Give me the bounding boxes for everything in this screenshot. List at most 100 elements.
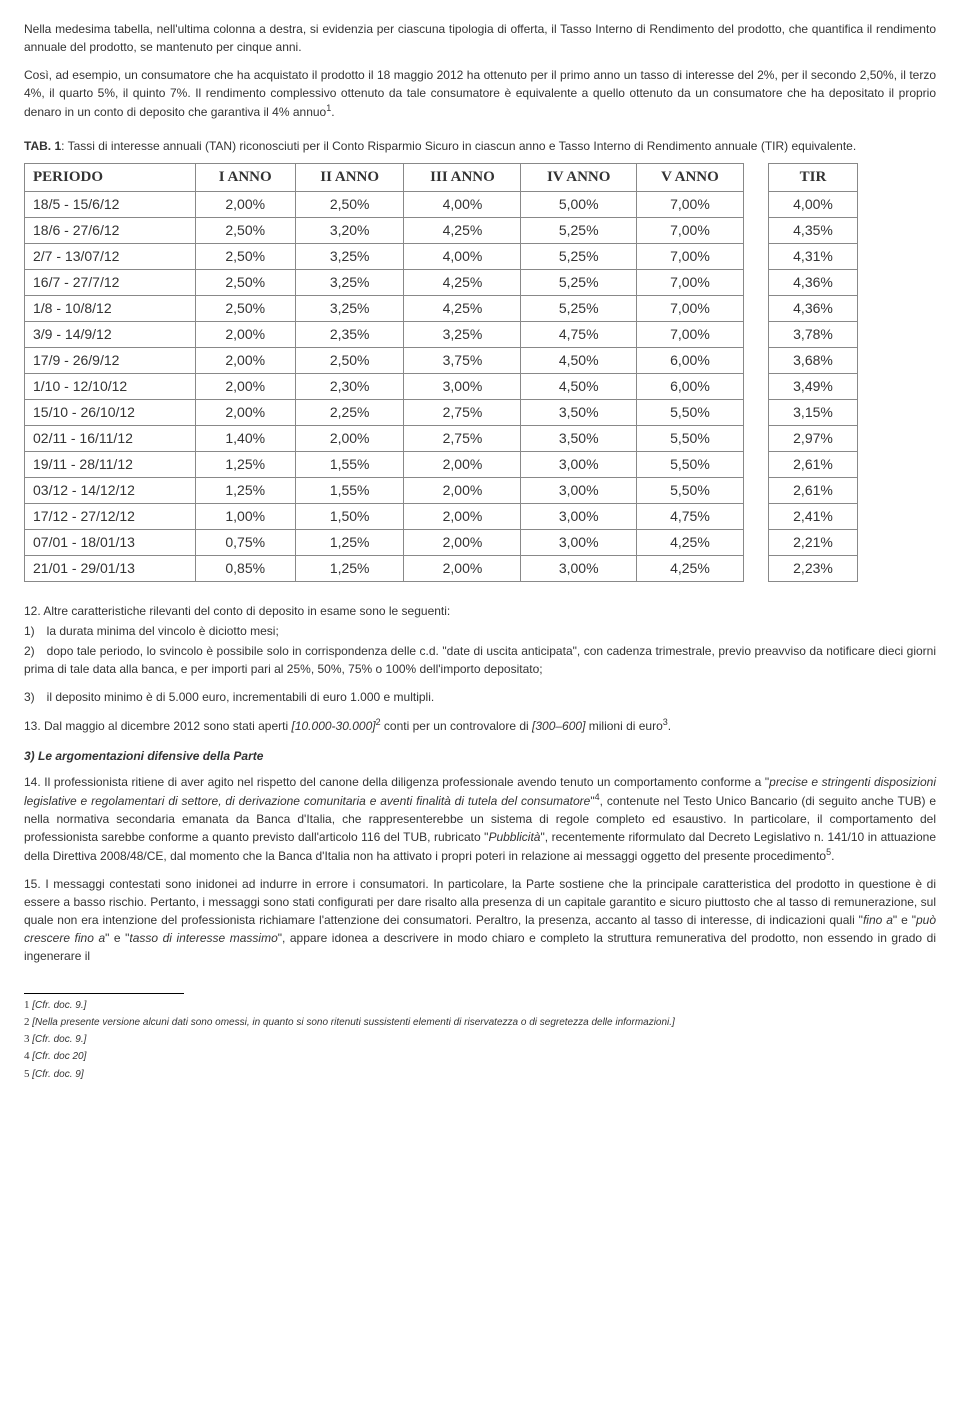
table-cell: 2,50% xyxy=(195,269,295,295)
table-row: 07/01 - 18/01/130,75%1,25%2,00%3,00%4,25… xyxy=(25,529,744,555)
table-cell: 3,00% xyxy=(521,477,636,503)
table-cell: 6,00% xyxy=(636,347,743,373)
footnote-text: [Cfr. doc. 9.] xyxy=(32,1000,86,1011)
table-cell: 02/11 - 16/11/12 xyxy=(25,425,196,451)
table-cell: 1,25% xyxy=(295,529,404,555)
table-row: 18/5 - 15/6/122,00%2,50%4,00%5,00%7,00% xyxy=(25,191,744,217)
table-row: 03/12 - 14/12/121,25%1,55%2,00%3,00%5,50… xyxy=(25,477,744,503)
table-cell: 3,20% xyxy=(295,217,404,243)
table-cell: 16/7 - 27/7/12 xyxy=(25,269,196,295)
table-cell: 4,25% xyxy=(404,217,521,243)
table-cell: 5,25% xyxy=(521,269,636,295)
para-12-item-3: 3) il deposito minimo è di 5.000 euro, i… xyxy=(24,688,936,706)
paragraph-intro-2: Così, ad esempio, un consumatore che ha … xyxy=(24,66,936,121)
table-row: 2,23% xyxy=(769,555,858,581)
table-cell: 1,55% xyxy=(295,477,404,503)
table-cell: 4,75% xyxy=(521,321,636,347)
footnote-1: 1 [Cfr. doc. 9.] xyxy=(24,998,936,1012)
tir-cell: 4,31% xyxy=(769,243,858,269)
table-cell: 2,50% xyxy=(195,295,295,321)
text: 15. I messaggi contestati sono inidonei … xyxy=(24,877,936,927)
table-cell: 2,00% xyxy=(404,451,521,477)
table-cell: 2,00% xyxy=(195,321,295,347)
table-cell: 2,50% xyxy=(295,191,404,217)
footnote-text: [Nella presente versione alcuni dati son… xyxy=(32,1017,675,1028)
table-row: 3/9 - 14/9/122,00%2,35%3,25%4,75%7,00% xyxy=(25,321,744,347)
table-cell: 3,50% xyxy=(521,399,636,425)
text: 13. Dal maggio al dicembre 2012 sono sta… xyxy=(24,719,292,733)
table-cell: 2,75% xyxy=(404,399,521,425)
table-cell: 4,50% xyxy=(521,347,636,373)
tir-cell: 2,61% xyxy=(769,477,858,503)
para-15: 15. I messaggi contestati sono inidonei … xyxy=(24,875,936,965)
table-cell: 2,00% xyxy=(195,191,295,217)
table-cell: 0,85% xyxy=(195,555,295,581)
table-row: 3,78% xyxy=(769,321,858,347)
table-cell: 17/9 - 26/9/12 xyxy=(25,347,196,373)
table-header: PERIODO xyxy=(25,164,196,192)
table-cell: 0,75% xyxy=(195,529,295,555)
text: . xyxy=(831,849,834,863)
table-cell: 5,50% xyxy=(636,477,743,503)
table-cell: 3,25% xyxy=(295,269,404,295)
table-cell: 3,00% xyxy=(404,373,521,399)
tir-cell: 3,78% xyxy=(769,321,858,347)
table-cell: 5,25% xyxy=(521,217,636,243)
table-row: 4,36% xyxy=(769,295,858,321)
text-italic: [10.000-30.000] xyxy=(292,719,376,733)
text-italic: [300–600] xyxy=(532,719,585,733)
table-cell: 5,50% xyxy=(636,451,743,477)
footnote-4: 4 [Cfr. doc 20] xyxy=(24,1049,936,1063)
table-cell: 1,25% xyxy=(195,451,295,477)
table-row: 2,41% xyxy=(769,503,858,529)
table-cell: 7,00% xyxy=(636,321,743,347)
table-header: II ANNO xyxy=(295,164,404,192)
tir-cell: 2,41% xyxy=(769,503,858,529)
table-caption-text: : Tassi di interesse annuali (TAN) ricon… xyxy=(61,139,856,153)
para-12-intro: 12. Altre caratteristiche rilevanti del … xyxy=(24,602,936,620)
table-cell: 2,00% xyxy=(295,425,404,451)
table-cell: 3,00% xyxy=(521,555,636,581)
table-cell: 3,00% xyxy=(521,529,636,555)
text: " e " xyxy=(893,913,916,927)
tir-cell: 3,68% xyxy=(769,347,858,373)
table-row: 16/7 - 27/7/122,50%3,25%4,25%5,25%7,00% xyxy=(25,269,744,295)
table-cell: 3,50% xyxy=(521,425,636,451)
table-cell: 1/8 - 10/8/12 xyxy=(25,295,196,321)
table-cell: 4,25% xyxy=(404,295,521,321)
text: 14. Il professionista ritiene di aver ag… xyxy=(24,775,769,789)
table-row: 15/10 - 26/10/122,00%2,25%2,75%3,50%5,50… xyxy=(25,399,744,425)
table-row: 1/8 - 10/8/122,50%3,25%4,25%5,25%7,00% xyxy=(25,295,744,321)
table-row: 3,49% xyxy=(769,373,858,399)
table-cell: 2,00% xyxy=(404,529,521,555)
tir-cell: 4,36% xyxy=(769,295,858,321)
table-cell: 5,00% xyxy=(521,191,636,217)
table-cell: 2,00% xyxy=(195,347,295,373)
table-cell: 7,00% xyxy=(636,295,743,321)
table-caption: TAB. 1: Tassi di interesse annuali (TAN)… xyxy=(24,137,936,155)
tir-cell: 2,61% xyxy=(769,451,858,477)
table-cell: 21/01 - 29/01/13 xyxy=(25,555,196,581)
section-3-title: 3) Le argomentazioni difensive della Par… xyxy=(24,747,936,765)
table-row: 3,68% xyxy=(769,347,858,373)
table-cell: 2,50% xyxy=(295,347,404,373)
paragraph-intro-1: Nella medesima tabella, nell'ultima colo… xyxy=(24,20,936,56)
para-12-item-2: 2) dopo tale periodo, lo svincolo è poss… xyxy=(24,642,936,678)
table-cell: 3,00% xyxy=(521,503,636,529)
tir-cell: 4,35% xyxy=(769,217,858,243)
table-cell: 2,00% xyxy=(404,555,521,581)
table-cell: 1,00% xyxy=(195,503,295,529)
table-header: V ANNO xyxy=(636,164,743,192)
table-row: 2,61% xyxy=(769,451,858,477)
tir-cell: 2,97% xyxy=(769,425,858,451)
para-13: 13. Dal maggio al dicembre 2012 sono sta… xyxy=(24,716,936,735)
table-header: IV ANNO xyxy=(521,164,636,192)
table-cell: 4,50% xyxy=(521,373,636,399)
table-row: 21/01 - 29/01/130,85%1,25%2,00%3,00%4,25… xyxy=(25,555,744,581)
table-cell: 18/5 - 15/6/12 xyxy=(25,191,196,217)
footnote-separator xyxy=(24,993,184,994)
table-cell: 07/01 - 18/01/13 xyxy=(25,529,196,555)
footnote-text: [Cfr. doc. 9] xyxy=(32,1069,83,1080)
text: Così, ad esempio, un consumatore che ha … xyxy=(24,68,936,119)
text: conti per un controvalore di xyxy=(381,719,532,733)
